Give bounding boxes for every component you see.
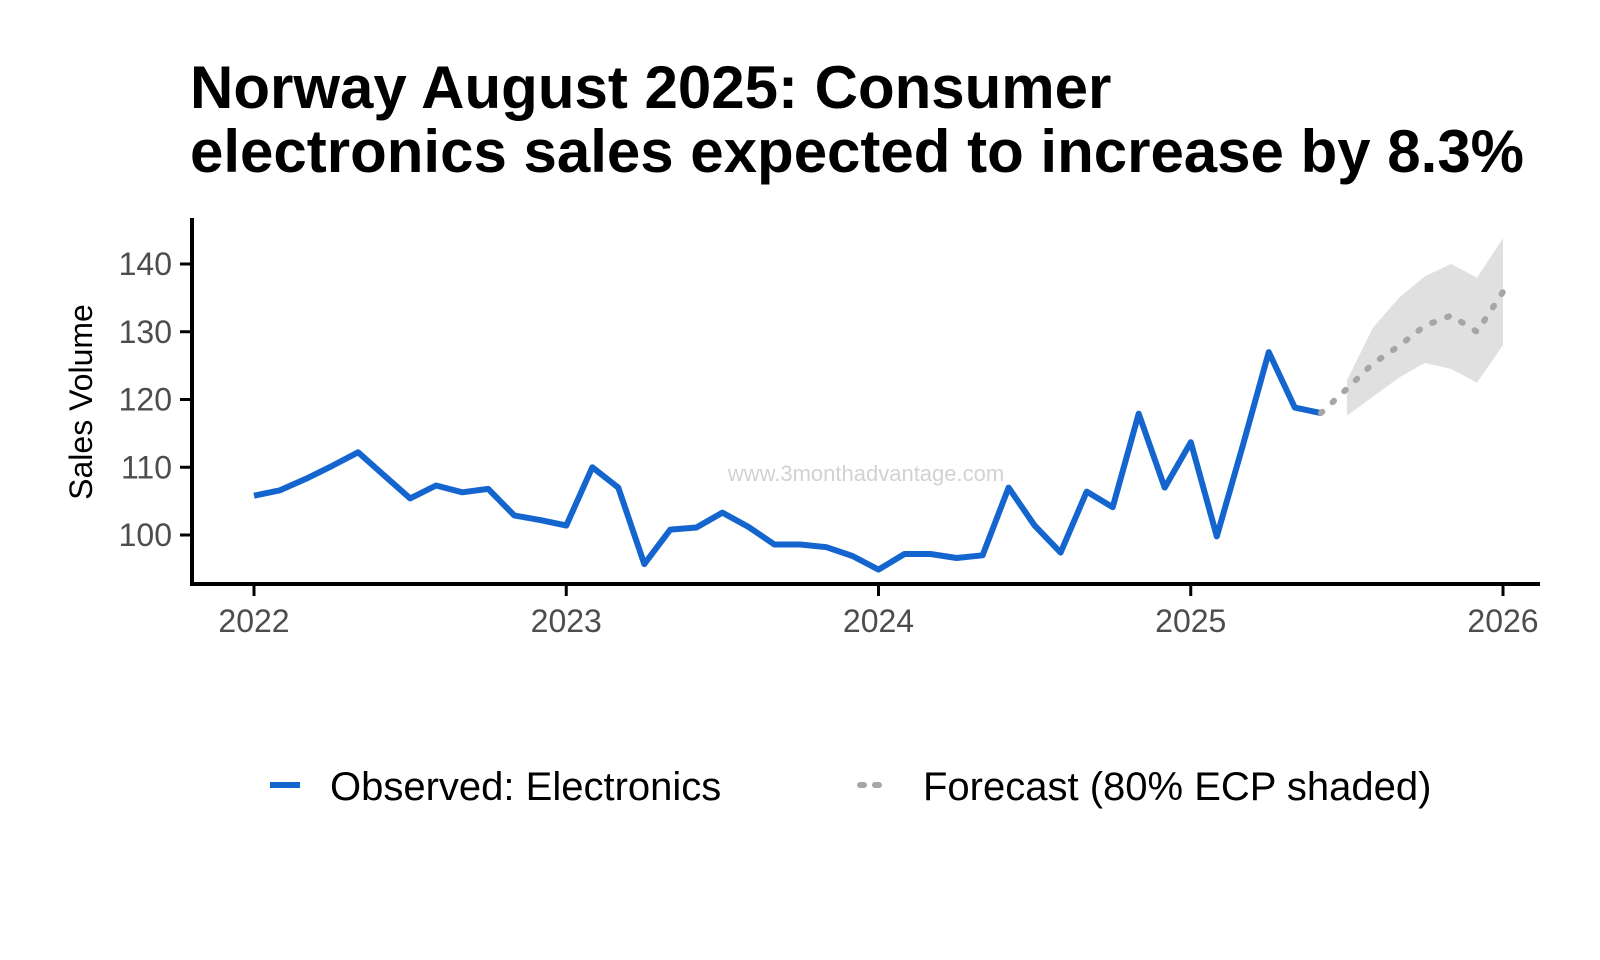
chart-title-line-1: Norway August 2025: Consumer	[190, 54, 1112, 121]
forecast-ci-band	[1346, 238, 1503, 416]
y-axis-label: Sales Volume	[63, 304, 99, 500]
x-tick-label: 2025	[1155, 603, 1226, 639]
y-tick-label: 140	[119, 246, 172, 282]
chart-title: Norway August 2025: Consumer electronics…	[190, 56, 1524, 184]
observed-series-line	[253, 349, 1322, 573]
x-tick-label: 2023	[531, 603, 602, 639]
x-tick-label: 2022	[218, 603, 289, 639]
chart-title-line-2: electronics sales expected to increase b…	[190, 118, 1525, 185]
x-tick-label: 2026	[1467, 603, 1538, 639]
legend-forecast-label: Forecast (80% ECP shaded)	[923, 765, 1431, 809]
y-ticks: 100 110 120 130 140	[119, 246, 192, 553]
y-tick-label: 110	[121, 449, 172, 485]
forecast-series-line	[1317, 288, 1506, 417]
legend-observed-label: Observed: Electronics	[330, 765, 721, 809]
series-line-layer	[253, 288, 1506, 573]
y-tick-label: 120	[119, 382, 172, 418]
legend: Observed: Electronics Forecast (80% ECP …	[270, 765, 1431, 809]
y-tick-label: 100	[119, 517, 172, 553]
x-ticks: 2022 2023 2024 2025 2026	[218, 584, 1539, 639]
watermark: www.3monthadvantage.com	[727, 461, 1004, 486]
axes	[190, 218, 1540, 586]
legend-item-forecast[interactable]: Forecast (80% ECP shaded)	[857, 765, 1431, 809]
forecast-band-layer	[1346, 238, 1503, 416]
x-tick-label: 2024	[843, 603, 914, 639]
y-tick-label: 130	[119, 314, 172, 350]
legend-item-observed[interactable]: Observed: Electronics	[270, 765, 721, 809]
